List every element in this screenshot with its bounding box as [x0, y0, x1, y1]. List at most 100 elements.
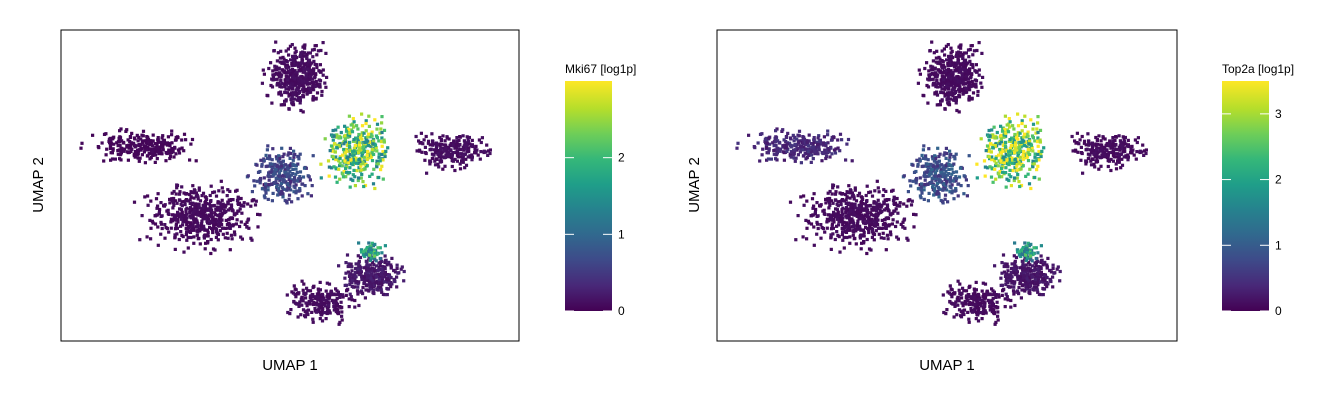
- cell-point: [168, 197, 172, 201]
- cell-point: [1003, 262, 1007, 266]
- cell-point: [120, 139, 124, 143]
- cell-point: [270, 170, 274, 175]
- cell-point: [318, 82, 322, 86]
- cell-point: [953, 65, 957, 69]
- cell-point: [896, 211, 900, 215]
- cell-point: [987, 138, 991, 142]
- cell-point: [354, 143, 358, 148]
- cell-point: [831, 232, 835, 236]
- cell-point: [357, 150, 361, 154]
- cell-point: [860, 241, 864, 245]
- cell-point: [130, 131, 134, 135]
- cell-point: [1036, 290, 1040, 294]
- cell-point: [140, 153, 144, 157]
- cell-point: [206, 234, 210, 238]
- cell-point: [967, 70, 971, 75]
- cell-point: [292, 77, 296, 81]
- cell-point: [185, 212, 189, 216]
- cell-point: [278, 178, 282, 182]
- cell-point: [1087, 140, 1091, 144]
- cell-point: [189, 235, 193, 240]
- cell-point: [302, 65, 306, 69]
- cell-point: [119, 127, 123, 131]
- cell-point: [239, 196, 243, 201]
- cell-point: [830, 135, 834, 140]
- cell-point: [868, 219, 872, 223]
- cell-point: [119, 150, 123, 154]
- cell-point: [909, 203, 914, 207]
- cell-point: [318, 294, 322, 299]
- cell-point: [1030, 134, 1035, 138]
- cell-point: [275, 185, 279, 189]
- cell-point: [945, 188, 949, 192]
- cell-point: [287, 174, 291, 179]
- cell-point: [290, 64, 294, 68]
- cell-point: [194, 159, 198, 163]
- cell-point: [901, 220, 905, 224]
- cell-point: [957, 54, 961, 58]
- cell-point: [1021, 154, 1025, 158]
- cell-point: [348, 148, 352, 152]
- cell-point: [852, 212, 856, 216]
- cell-point: [839, 217, 843, 221]
- cell-point: [1037, 150, 1041, 154]
- cell-point: [183, 202, 187, 207]
- cell-point: [161, 144, 165, 149]
- cell-point: [858, 224, 862, 228]
- cell-point: [876, 218, 880, 222]
- cell-point: [277, 75, 281, 79]
- cell-point: [938, 82, 943, 86]
- cell-point: [338, 156, 342, 160]
- cell-point: [1073, 139, 1077, 143]
- cell-point: [214, 194, 219, 198]
- cell-point: [1123, 146, 1127, 150]
- cell-point: [372, 288, 376, 293]
- cell-point: [848, 241, 852, 245]
- cell-point: [271, 147, 275, 151]
- cell-point: [774, 135, 778, 139]
- cell-point: [354, 267, 358, 271]
- cell-point: [1036, 136, 1040, 140]
- cell-point: [358, 273, 362, 277]
- cell-point: [180, 138, 184, 142]
- cell-point: [963, 72, 967, 76]
- cell-point: [306, 301, 310, 305]
- cell-point: [1015, 164, 1019, 168]
- cell-point: [971, 53, 975, 57]
- cell-point: [293, 60, 297, 64]
- cell-point: [815, 220, 819, 224]
- cell-point: [347, 297, 351, 301]
- cell-point: [473, 147, 477, 151]
- cell-point: [335, 146, 339, 150]
- cell-point: [989, 150, 993, 154]
- cell-point: [268, 154, 272, 158]
- cell-point: [1074, 141, 1078, 145]
- cell-point: [796, 153, 800, 157]
- cell-point: [849, 208, 853, 213]
- cell-point: [145, 148, 150, 152]
- cell-point: [873, 189, 877, 193]
- cell-point: [291, 54, 295, 58]
- cell-point: [827, 148, 831, 152]
- cell-point: [954, 175, 958, 179]
- cell-point: [262, 158, 266, 163]
- cell-point: [277, 173, 281, 177]
- cell-point: [334, 167, 338, 171]
- cell-point: [348, 292, 352, 296]
- cell-point: [379, 168, 383, 172]
- cell-point: [781, 144, 785, 148]
- cell-point: [301, 308, 306, 312]
- cell-point: [1027, 182, 1032, 186]
- cell-point: [939, 78, 943, 82]
- cell-point: [239, 203, 243, 207]
- cell-point: [109, 158, 113, 162]
- cell-point: [1003, 274, 1008, 278]
- cell-point: [137, 159, 141, 163]
- cell-point: [920, 182, 924, 186]
- cell-point: [917, 68, 921, 72]
- cell-point: [964, 63, 968, 67]
- cell-point: [916, 162, 920, 166]
- cell-point: [946, 68, 951, 72]
- cell-point: [1037, 280, 1041, 284]
- cell-point: [400, 265, 404, 269]
